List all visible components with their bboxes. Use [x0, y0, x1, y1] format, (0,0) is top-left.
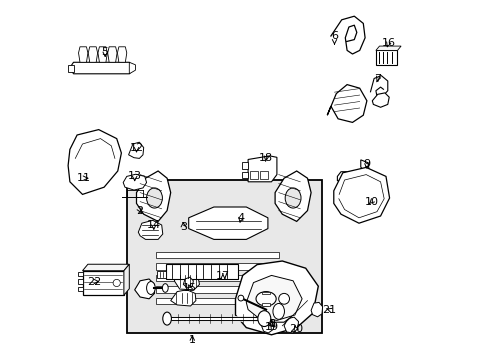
- Polygon shape: [107, 47, 117, 62]
- Polygon shape: [79, 47, 88, 62]
- Ellipse shape: [162, 284, 168, 292]
- Text: 3: 3: [180, 222, 186, 232]
- Polygon shape: [156, 298, 278, 304]
- Polygon shape: [262, 303, 270, 306]
- Polygon shape: [249, 171, 257, 179]
- Polygon shape: [78, 272, 82, 276]
- Polygon shape: [117, 47, 126, 62]
- Ellipse shape: [163, 312, 171, 325]
- Text: 2: 2: [136, 206, 143, 216]
- Ellipse shape: [256, 292, 276, 306]
- Polygon shape: [337, 160, 369, 181]
- Text: 18: 18: [259, 153, 273, 163]
- Polygon shape: [78, 287, 82, 291]
- Polygon shape: [259, 171, 267, 179]
- Text: 17: 17: [215, 271, 229, 282]
- Polygon shape: [166, 264, 238, 279]
- Polygon shape: [68, 130, 121, 194]
- Text: 8: 8: [267, 319, 274, 329]
- Polygon shape: [241, 162, 247, 169]
- Text: 4: 4: [237, 213, 244, 223]
- Polygon shape: [264, 301, 291, 322]
- Polygon shape: [156, 252, 278, 258]
- Text: 1: 1: [188, 335, 195, 345]
- Polygon shape: [375, 50, 397, 65]
- Polygon shape: [129, 62, 135, 74]
- Polygon shape: [68, 65, 73, 72]
- Polygon shape: [188, 207, 267, 239]
- Polygon shape: [82, 271, 123, 295]
- Polygon shape: [247, 156, 276, 182]
- Text: 19: 19: [264, 322, 279, 332]
- Polygon shape: [88, 47, 98, 62]
- Polygon shape: [278, 273, 305, 279]
- Text: 21: 21: [322, 305, 335, 315]
- Text: 6: 6: [330, 31, 337, 44]
- Polygon shape: [183, 277, 193, 288]
- Polygon shape: [371, 93, 388, 107]
- Text: 11: 11: [77, 173, 91, 183]
- Text: 22: 22: [87, 276, 102, 287]
- Text: 14: 14: [146, 220, 161, 230]
- Text: 12: 12: [129, 143, 143, 153]
- Ellipse shape: [146, 282, 155, 294]
- Polygon shape: [170, 290, 196, 306]
- Text: 15: 15: [183, 283, 196, 293]
- Polygon shape: [278, 305, 305, 311]
- Polygon shape: [326, 85, 366, 122]
- Polygon shape: [262, 292, 270, 294]
- Ellipse shape: [238, 295, 244, 301]
- Polygon shape: [123, 264, 129, 295]
- Polygon shape: [375, 46, 400, 50]
- Polygon shape: [157, 271, 166, 278]
- Ellipse shape: [146, 188, 162, 208]
- Text: 20: 20: [288, 324, 303, 334]
- Polygon shape: [128, 142, 143, 158]
- Polygon shape: [156, 286, 278, 293]
- Polygon shape: [241, 172, 247, 178]
- Polygon shape: [284, 317, 298, 333]
- Polygon shape: [82, 264, 129, 271]
- Polygon shape: [156, 275, 278, 281]
- Polygon shape: [174, 270, 199, 290]
- Polygon shape: [310, 302, 322, 317]
- Ellipse shape: [278, 293, 289, 304]
- Text: 9: 9: [363, 159, 370, 169]
- Polygon shape: [78, 279, 82, 284]
- Polygon shape: [275, 171, 310, 221]
- Polygon shape: [261, 318, 274, 333]
- Polygon shape: [333, 167, 389, 223]
- Polygon shape: [235, 261, 318, 335]
- Text: 5: 5: [102, 47, 108, 57]
- Polygon shape: [123, 174, 146, 190]
- Polygon shape: [70, 62, 134, 74]
- Text: 7: 7: [373, 74, 381, 84]
- Polygon shape: [246, 275, 302, 320]
- Text: 16: 16: [381, 38, 395, 48]
- Ellipse shape: [113, 279, 120, 287]
- Polygon shape: [98, 47, 107, 62]
- Polygon shape: [138, 220, 163, 239]
- Text: 13: 13: [127, 171, 142, 181]
- Text: 10: 10: [364, 197, 378, 207]
- Polygon shape: [127, 180, 321, 333]
- Ellipse shape: [272, 303, 284, 319]
- Polygon shape: [134, 279, 154, 299]
- Polygon shape: [136, 171, 170, 221]
- Ellipse shape: [285, 188, 301, 208]
- Polygon shape: [278, 294, 305, 301]
- Ellipse shape: [257, 311, 270, 327]
- Polygon shape: [156, 263, 278, 270]
- Polygon shape: [278, 283, 305, 290]
